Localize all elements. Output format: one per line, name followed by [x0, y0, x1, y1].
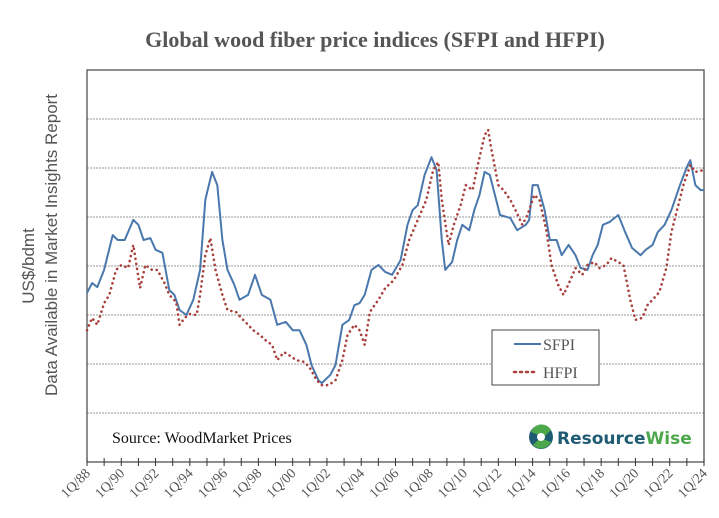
- x-tick-label: 1Q/24: [675, 466, 710, 501]
- x-tick-label: 1Q/04: [333, 466, 368, 501]
- x-tick-label: 1Q/14: [504, 466, 539, 501]
- y-axis-label: US$/bdmt: [19, 228, 38, 304]
- x-tick-label: 1Q/94: [161, 466, 196, 501]
- y-axis-note: Data Available in Market Insights Report: [42, 94, 61, 396]
- resourcewise-logo: ResourceWise: [529, 424, 692, 449]
- x-tick-label: 1Q/18: [573, 466, 608, 501]
- x-tick-label: 1Q/02: [298, 466, 333, 501]
- logo-icon: [529, 424, 553, 449]
- x-axis-ticks: 1Q/881Q/901Q/921Q/941Q/961Q/981Q/001Q/02…: [58, 458, 711, 502]
- x-tick-label: 1Q/10: [436, 466, 471, 501]
- plot-frame: [86, 69, 705, 463]
- x-tick-label: 1Q/90: [93, 466, 128, 501]
- legend-sfpi-label: SFPI: [543, 337, 575, 354]
- x-tick-label: 1Q/20: [607, 466, 642, 501]
- series-lines: [85, 128, 706, 387]
- x-tick-label: 1Q/22: [641, 466, 676, 501]
- chart-title: Global wood fiber price indices (SFPI an…: [145, 27, 605, 52]
- svg-text:ResourceWise: ResourceWise: [557, 429, 692, 449]
- x-tick-label: 1Q/98: [230, 466, 265, 501]
- x-tick-label: 1Q/00: [264, 466, 299, 501]
- x-tick-label: 1Q/96: [196, 466, 231, 501]
- logo-text-wise: Wise: [646, 429, 692, 449]
- series-line-sfpi: [86, 156, 704, 385]
- source-annotation: Source: WoodMarket Prices: [112, 430, 292, 447]
- x-tick-label: 1Q/92: [127, 466, 162, 501]
- gridlines: [87, 118, 704, 414]
- series-line-hfpi: [85, 128, 706, 387]
- x-tick-label: 1Q/12: [470, 466, 505, 501]
- x-tick-label: 1Q/08: [401, 466, 436, 501]
- legend: SFPI HFPI: [491, 329, 600, 386]
- legend-hfpi-label: HFPI: [543, 365, 578, 382]
- logo-text-resource: Resource: [557, 429, 646, 449]
- x-tick-label: 1Q/06: [367, 466, 402, 501]
- x-tick-label: 1Q/88: [58, 466, 93, 501]
- x-tick-label: 1Q/16: [538, 466, 573, 501]
